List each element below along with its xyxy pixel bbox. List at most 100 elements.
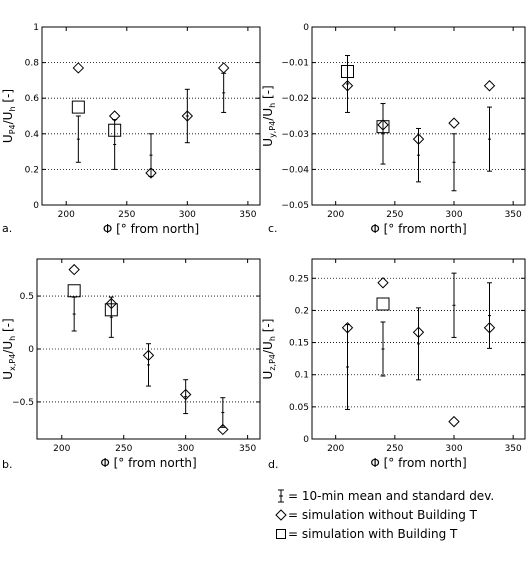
measured-errorbar — [345, 54, 350, 113]
diamond-marker — [217, 423, 229, 436]
x-tick-label: 200 — [327, 444, 344, 454]
y-tick-label: 0.05 — [289, 403, 309, 413]
measured-errorbar — [71, 296, 77, 332]
y-tick-label: −0.04 — [281, 165, 309, 175]
measured-errorbar — [487, 106, 492, 172]
legend-errorbar-marker — [278, 489, 284, 503]
square-marker — [67, 284, 81, 298]
y-tick-label: 0.6 — [25, 94, 40, 104]
y-tick-label: 0 — [28, 345, 34, 355]
x-tick-label: 350 — [505, 444, 522, 454]
panel-letter: d. — [268, 458, 278, 471]
diamond-marker — [448, 415, 460, 428]
diamond-marker — [412, 326, 425, 338]
x-axis-label: Φ [° from north] — [103, 222, 199, 236]
y-tick-label: 0.15 — [289, 339, 309, 349]
measured-errorbar — [112, 119, 118, 170]
measured-errorbar — [221, 72, 227, 113]
measured-errorbar — [345, 324, 350, 410]
diamond-marker — [68, 263, 80, 276]
measured-errorbar — [380, 103, 386, 165]
diamond-marker — [341, 80, 354, 92]
y-tick-label: −0.01 — [281, 59, 309, 69]
legend-errorbar-label: = 10-min mean and standard dev. — [288, 489, 494, 503]
x-tick-label: 250 — [386, 444, 403, 454]
x-tick-label: 300 — [445, 210, 462, 220]
y-axis-label: UP4/Uh [-] — [1, 89, 17, 143]
measured-errorbar — [487, 282, 492, 349]
x-tick-label: 350 — [239, 444, 256, 454]
y-axis-label: Uy,P4/Uh [-] — [261, 85, 277, 146]
measured-errorbar — [416, 127, 421, 183]
diamond-marker — [448, 117, 460, 129]
measured-errorbar — [451, 133, 457, 192]
diamond-marker — [377, 119, 389, 131]
y-tick-label: −0.05 — [281, 201, 309, 211]
square-marker — [71, 100, 85, 114]
diamond-marker — [145, 167, 157, 179]
square-marker — [104, 303, 118, 317]
chart-panel-2: −0.05 −0.04 −0.03 −0.02 −0.01 0 200 250 300 350 Φ … — [261, 23, 526, 236]
x-tick-label: 350 — [239, 210, 256, 220]
y-tick-label: 0.1 — [295, 371, 309, 381]
y-tick-label: 0.2 — [295, 306, 309, 316]
y-axis-label: Ux,P4/Uh [-] — [1, 318, 17, 379]
y-tick-label: 0.5 — [20, 292, 34, 302]
diamond-marker — [217, 62, 230, 74]
x-axis-label: Φ [° from north] — [370, 456, 466, 470]
x-axis-label: Φ [° from north] — [370, 222, 466, 236]
legend-square-label: = simulation with Building T — [288, 527, 458, 541]
x-axis-label: Φ [° from north] — [100, 456, 196, 470]
square-marker — [376, 297, 390, 311]
panel-letter: c. — [268, 222, 278, 235]
legend-diamond-marker — [275, 509, 287, 521]
x-tick-label: 350 — [505, 210, 522, 220]
y-tick-label: 0.2 — [25, 165, 39, 175]
measured-errorbar — [380, 321, 386, 377]
y-tick-label: −0.02 — [281, 94, 309, 104]
y-tick-label: 0.8 — [25, 59, 40, 69]
x-tick-label: 200 — [53, 444, 70, 454]
diamond-marker — [179, 388, 192, 401]
diamond-marker — [72, 62, 85, 74]
plot-frame — [41, 26, 261, 206]
legend-square-marker — [276, 529, 286, 539]
x-tick-label: 300 — [179, 210, 196, 220]
chart-panel-4: 0 0.05 0.1 0.15 0.2 0.25 200 250 300 350 Φ [° from… — [261, 258, 526, 471]
x-tick-label: 300 — [177, 444, 194, 454]
x-tick-label: 250 — [386, 210, 403, 220]
x-tick-label: 200 — [58, 210, 75, 220]
y-tick-label: −0.03 — [281, 130, 309, 140]
measured-errorbar — [220, 397, 226, 428]
chart-panel-3: −0.5 0 0.5 200 250 300 350 Φ [° from north] Ux,P… — [1, 258, 261, 471]
diamond-marker — [341, 322, 354, 334]
x-tick-label: 300 — [445, 444, 462, 454]
measured-errorbar — [451, 272, 457, 338]
measured-errorbar — [416, 307, 421, 381]
diamond-marker — [142, 349, 155, 362]
measured-errorbar — [75, 115, 81, 163]
plot-frame — [311, 258, 526, 440]
square-marker — [341, 65, 354, 78]
panel-letter: a. — [2, 222, 12, 235]
plot-frame — [311, 26, 526, 206]
y-tick-label: 0 — [303, 23, 309, 33]
diamond-marker — [105, 297, 118, 310]
y-tick-label: 0 — [33, 201, 39, 211]
diamond-marker — [108, 110, 121, 122]
diamond-marker — [181, 110, 194, 122]
square-marker — [108, 123, 122, 137]
x-tick-label: 250 — [118, 210, 135, 220]
diamond-marker — [483, 322, 496, 334]
diamond-marker — [483, 80, 496, 92]
y-tick-label: 1 — [33, 23, 39, 33]
diamond-marker — [412, 133, 425, 145]
y-axis-label: Uz,P4/Uh [-] — [261, 319, 277, 380]
x-tick-label: 200 — [327, 210, 344, 220]
y-tick-label: 0.25 — [289, 274, 309, 284]
y-tick-label: 0.4 — [25, 130, 40, 140]
measured-errorbar — [108, 296, 114, 338]
diamond-marker — [377, 277, 389, 289]
legend-diamond-label: = simulation without Building T — [288, 508, 478, 522]
